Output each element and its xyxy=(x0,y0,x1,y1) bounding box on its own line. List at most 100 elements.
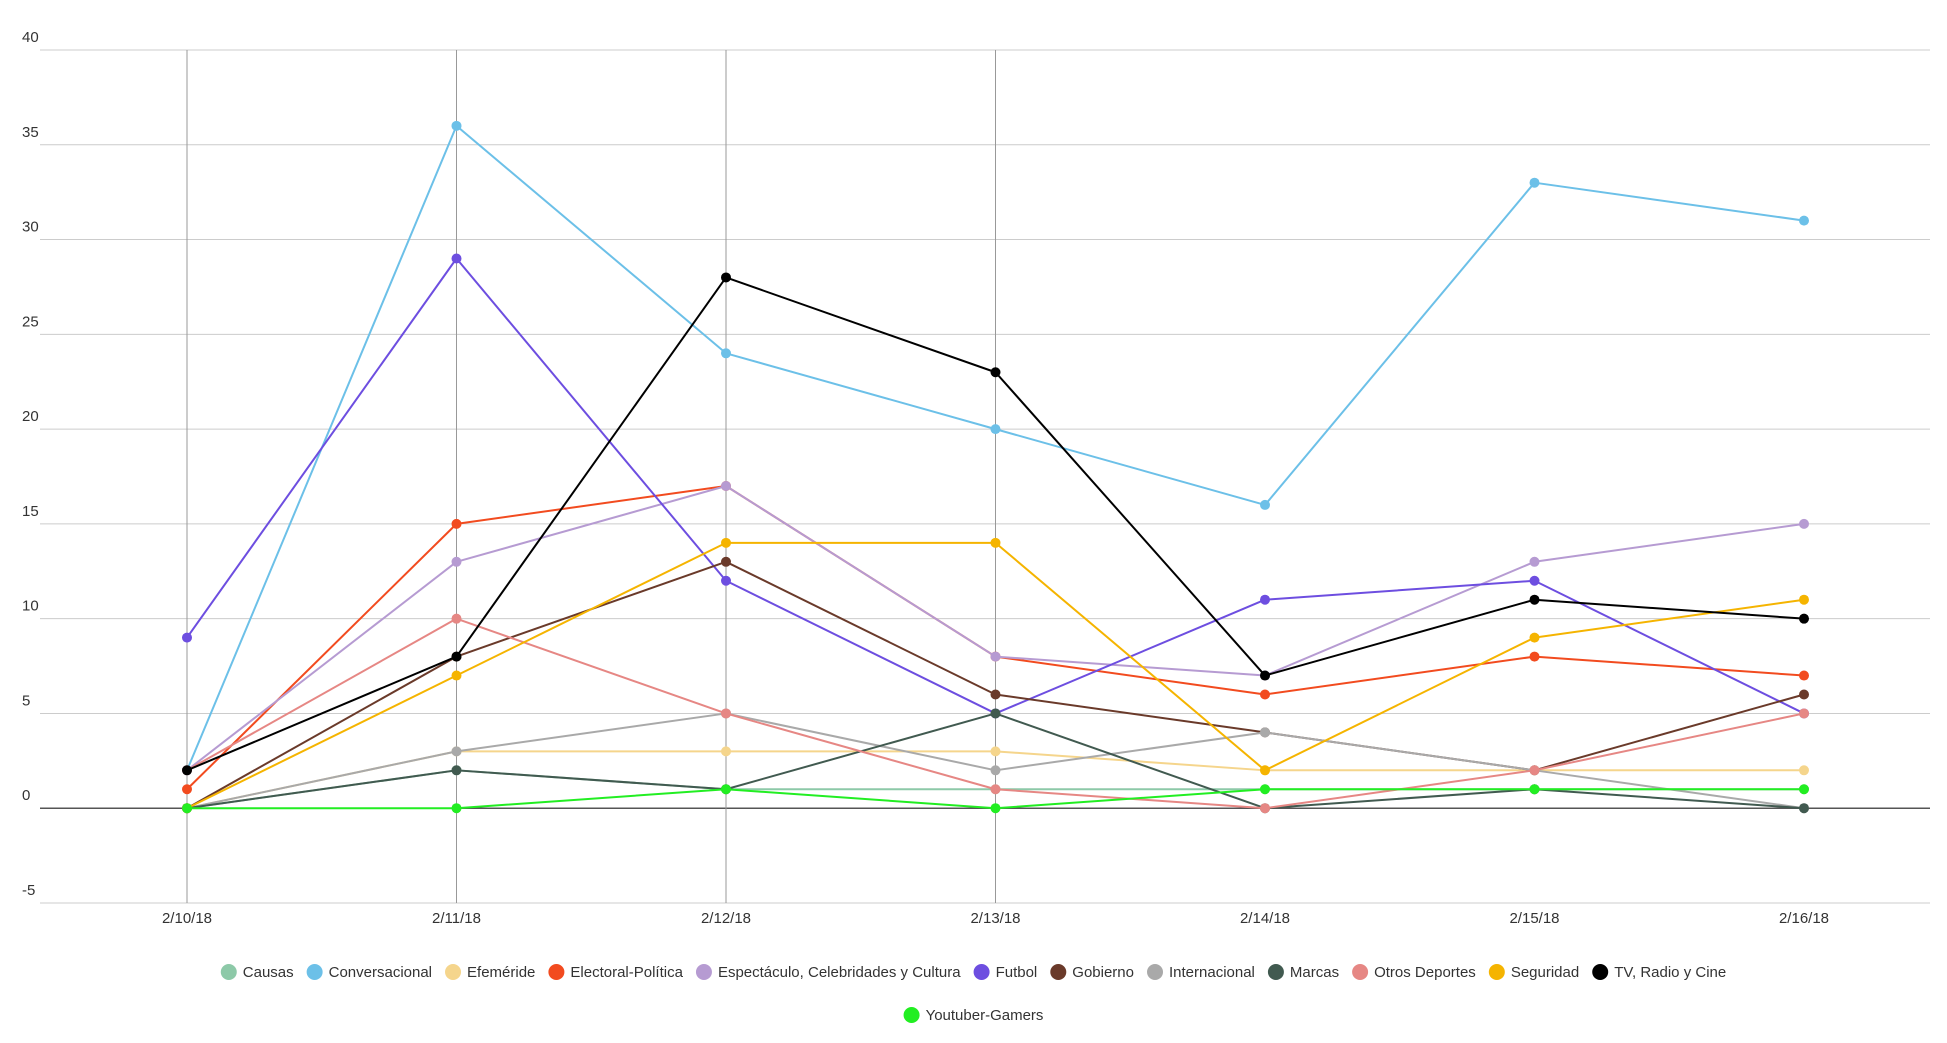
data-point xyxy=(451,803,462,814)
data-point xyxy=(451,253,462,264)
x-tick-label: 2/14/18 xyxy=(1240,910,1290,927)
data-point xyxy=(451,518,462,529)
data-point xyxy=(1260,727,1270,738)
data-point xyxy=(451,670,462,681)
x-tick-label: 2/10/18 xyxy=(162,910,212,927)
data-point xyxy=(1799,708,1809,719)
data-point xyxy=(1260,689,1270,700)
legend-item: Efeméride xyxy=(445,964,535,981)
data-point xyxy=(1799,784,1809,795)
data-point xyxy=(1799,803,1809,814)
y-tick-label: 30 xyxy=(22,219,39,236)
data-point xyxy=(990,803,1001,814)
data-point xyxy=(990,651,1001,662)
data-point xyxy=(1799,613,1809,624)
x-tick-label: 2/13/18 xyxy=(970,910,1020,927)
data-point xyxy=(990,784,1001,795)
data-point xyxy=(182,803,192,814)
legend-label: Conversacional xyxy=(329,964,432,981)
x-tick-label: 2/15/18 xyxy=(1509,910,1559,927)
vertical-gridlines xyxy=(186,50,996,903)
data-point xyxy=(990,765,1001,776)
y-tick-label: 25 xyxy=(22,313,39,330)
y-axis-ticks: -5 0 5 10 15 20 25 30 35 40 xyxy=(22,29,39,899)
y-tick-label: 5 xyxy=(22,692,30,709)
data-point xyxy=(721,480,731,491)
legend-marker xyxy=(1592,964,1609,980)
legend-label: Marcas xyxy=(1290,964,1339,981)
legend-label: Espectáculo, Celebridades y Cultura xyxy=(718,964,961,981)
data-point xyxy=(1260,765,1270,776)
legend-marker xyxy=(1352,964,1369,980)
legend-marker xyxy=(548,964,565,980)
y-tick-label: 40 xyxy=(22,29,39,46)
legend-item: Seguridad xyxy=(1488,964,1579,981)
data-point xyxy=(1529,575,1540,586)
data-point xyxy=(1799,594,1809,605)
legend-marker xyxy=(903,1007,920,1023)
data-point xyxy=(721,537,731,548)
data-point xyxy=(1529,765,1540,776)
legend-marker xyxy=(1488,964,1505,980)
legend-label: Youtuber-Gamers xyxy=(926,1007,1044,1024)
legend-marker xyxy=(1267,964,1284,980)
data-point xyxy=(721,272,731,283)
data-point xyxy=(182,632,192,643)
legend-label: TV, Radio y Cine xyxy=(1614,964,1726,981)
y-tick-label: 0 xyxy=(22,787,30,804)
x-tick-label: 2/16/18 xyxy=(1779,910,1829,927)
data-point xyxy=(721,556,731,567)
legend-item: Marcas xyxy=(1267,964,1339,981)
data-point xyxy=(721,575,731,586)
data-point xyxy=(451,120,462,131)
legend-item: Causas xyxy=(220,964,294,981)
data-point xyxy=(1260,803,1270,814)
data-point xyxy=(990,746,1001,757)
data-point xyxy=(721,746,731,757)
legend-item: Espectáculo, Celebridades y Cultura xyxy=(695,964,961,981)
data-point xyxy=(1260,499,1270,510)
legend-item: TV, Radio y Cine xyxy=(1592,964,1726,981)
y-tick-label: 15 xyxy=(22,503,39,520)
series-tv-radio-y-cine xyxy=(182,272,1809,776)
data-point xyxy=(1799,689,1809,700)
data-point xyxy=(1260,784,1270,795)
data-point xyxy=(1529,632,1540,643)
data-point xyxy=(182,765,192,776)
x-tick-label: 2/11/18 xyxy=(432,910,481,927)
data-point xyxy=(721,348,731,359)
legend-marker xyxy=(445,964,462,980)
legend-item: Youtuber-Gamers xyxy=(903,1007,1044,1024)
legend-marker xyxy=(695,964,712,980)
y-tick-label: 35 xyxy=(22,124,39,141)
data-point xyxy=(1529,177,1540,188)
legend-item: Electoral-Política xyxy=(548,964,684,981)
data-point xyxy=(1529,651,1540,662)
legend-label: Electoral-Política xyxy=(570,964,683,981)
data-point xyxy=(1260,670,1270,681)
data-point xyxy=(451,556,462,567)
data-point xyxy=(990,537,1001,548)
legend-label: Efeméride xyxy=(467,964,535,981)
legend-marker xyxy=(1147,964,1164,980)
data-point xyxy=(990,367,1001,378)
data-point xyxy=(721,708,731,719)
data-point xyxy=(1799,765,1809,776)
legend: Causas Conversacional Efeméride Electoral-P… xyxy=(220,964,1726,1024)
y-tick-label: 10 xyxy=(22,598,39,615)
legend-marker xyxy=(1050,964,1067,980)
series-youtuber-gamers xyxy=(182,784,1809,814)
legend-label: Futbol xyxy=(996,964,1038,981)
legend-item: Futbol xyxy=(973,964,1038,981)
x-tick-label: 2/12/18 xyxy=(701,910,751,927)
data-point xyxy=(1260,594,1270,605)
gridlines xyxy=(40,49,1930,904)
legend-item: Internacional xyxy=(1147,964,1255,981)
data-point xyxy=(1799,670,1809,681)
data-point xyxy=(990,708,1001,719)
legend-label: Internacional xyxy=(1169,964,1255,981)
data-point xyxy=(1529,784,1540,795)
legend-item: Otros Deportes xyxy=(1352,964,1476,981)
